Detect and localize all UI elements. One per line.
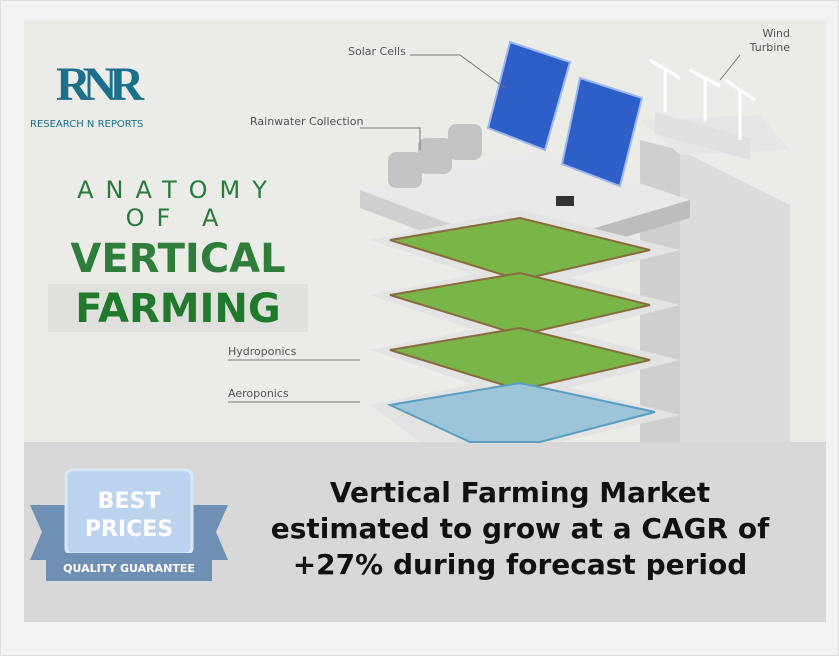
hydro-label: Hydroponics: [228, 345, 297, 358]
page: Solar Cells Wind Turbine Rainwater Colle…: [0, 0, 839, 656]
logo-mark: RNR: [56, 58, 145, 111]
headline: +27% during forecast period: [293, 548, 748, 581]
aero-label: Aeroponics: [228, 387, 289, 400]
title-farming: FARMING: [75, 286, 281, 332]
badge-prices: PRICES: [85, 517, 173, 542]
badge-ribbon: QUALITY GUARANTEE: [63, 562, 195, 575]
solar-label: Solar Cells: [348, 45, 406, 58]
headline: Vertical Farming Market: [330, 476, 710, 509]
title-ofa: OF A: [126, 204, 231, 232]
rain-label: Rainwater Collection: [250, 115, 363, 128]
logo-name: RESEARCH N REPORTS: [30, 119, 143, 130]
title-vertical: VERTICAL: [70, 236, 285, 282]
headline: estimated to grow at a CAGR of: [271, 512, 770, 545]
wind-label: Wind: [762, 27, 790, 40]
badge-best: BEST: [98, 489, 161, 514]
title-anatomy: ANATOMY: [77, 176, 279, 204]
wind-label: Turbine: [749, 41, 791, 54]
